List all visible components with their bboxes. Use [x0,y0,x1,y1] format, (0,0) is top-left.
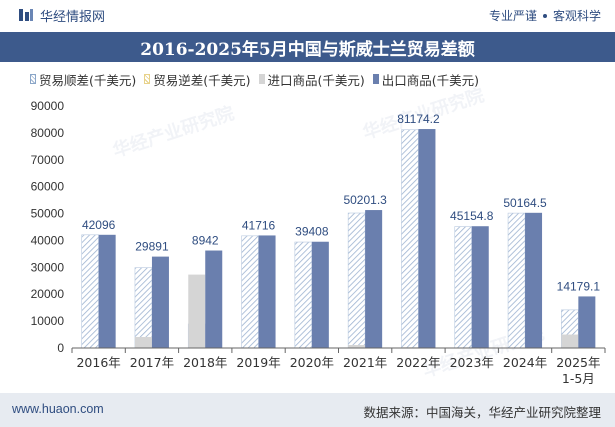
y-tick-label: 30000 [31,260,65,274]
data-label: 50201.3 [343,193,387,207]
title-bar: 2016-2025年5月中国与斯威士兰贸易差额 [0,32,615,62]
surplus-bar [81,234,99,349]
surplus-bar [507,212,526,349]
y-tick-label: 0 [57,341,64,355]
x-tick-label: 2018年 [183,355,227,370]
y-tick-label: 60000 [31,180,65,194]
y-tick-label: 70000 [31,153,65,167]
bars: 42096 29891 8942 41716 39408 50201.3 81174.2 45… [81,112,601,349]
x-tick-label: 2019年 [236,355,280,370]
brand-logo-icon [19,9,33,21]
chart-legend: 贸易顺差(千美元) 贸易逆差(千美元) 进口商品(千美元) 出口商品(千美元) [30,70,610,88]
x-tick-label: 2016年 [76,355,120,370]
surplus-bar [294,241,313,349]
legend-label-surplus: 贸易顺差(千美元) [39,72,137,88]
legend-swatch-surplus [30,74,36,84]
y-tick-label: 20000 [31,287,65,301]
data-label: 50164.5 [503,196,547,210]
surplus-bar [241,235,259,349]
legend-item-export: 出口商品(千美元) [372,70,480,89]
legend-item-surplus: 贸易顺差(千美元) [30,70,136,89]
export-bar [258,235,276,348]
brand: 华经情报网 [18,6,106,25]
legend-swatch-export [372,74,379,84]
data-label: 45154.8 [450,209,494,223]
export-bar [471,226,489,348]
legend-swatch-import [258,74,265,84]
x-tick-label: 2020年 [290,355,334,370]
data-label: 8942 [192,234,219,248]
y-tick-label: 40000 [31,233,65,247]
x-tick-label: 2017年 [130,355,174,370]
export-bar [578,296,596,348]
x-tick-label: 1-5月 [562,371,595,386]
import-bar [348,345,366,348]
import-bar [561,334,579,348]
export-bar [365,210,383,348]
y-tick-label: 80000 [31,126,65,140]
data-label: 29891 [135,240,169,254]
data-label: 39408 [295,225,329,239]
slogan: 专业严谨 客观科学 [489,7,601,24]
slogan-1: 专业严谨 [488,9,537,23]
legend-label-import: 进口商品(千美元) [267,72,365,88]
y-tick-label: 90000 [31,99,65,113]
x-tick-label: 2025年 [556,355,600,370]
data-label: 42096 [82,218,116,232]
export-bar [525,212,543,348]
legend-label-export: 出口商品(千美元) [381,72,480,88]
website-link[interactable]: www.huaon.com [12,402,104,416]
separator-dot-icon [542,13,547,18]
legend-label-deficit: 贸易逆差(千美元) [153,72,251,88]
x-tick-label: 2021年 [343,355,387,370]
surplus-bar [454,226,473,349]
import-bar [188,274,206,348]
legend-item-deficit: 贸易逆差(千美元) [144,70,251,89]
surplus-bar [134,267,153,349]
y-tick-label: 10000 [31,314,65,328]
y-axis: 0 10000 20000 30000 40000 50000 60000 70000 8000… [31,99,65,355]
slogan-2: 客观科学 [552,9,601,23]
legend-item-import: 进口商品(千美元) [258,70,365,89]
legend-swatch-deficit [144,74,151,84]
x-tick-label: 2024年 [503,355,547,370]
x-axis: 2016年 2017年 2018年 2019年 2020年 2021年 2022年 2023年… [71,347,606,386]
surplus-bar [401,129,419,349]
import-bar [134,336,152,348]
export-bar [205,250,223,348]
x-tick-label: 2022年 [396,355,440,370]
export-bar [418,129,436,348]
data-label: 41716 [242,218,276,232]
chart-title: 2016-2025年5月中国与斯威士兰贸易差额 [140,39,475,60]
footer: www.huaon.com 数据来源：中国海关，华经产业研究院整理 [0,393,615,427]
x-tick-label: 2023年 [450,355,494,370]
data-label: 81174.2 [397,112,440,126]
data-source: 数据来源：中国海关，华经产业研究院整理 [363,405,601,420]
export-bar [311,241,329,348]
surplus-bar [347,212,366,349]
top-bar: 华经情报网 专业严谨 客观科学 [0,0,615,30]
data-label: 14179.1 [557,279,601,293]
brand-name: 华经情报网 [40,9,106,25]
y-tick-label: 50000 [31,207,65,221]
export-bar [151,256,169,348]
export-bar [98,234,116,348]
chart-plot: 0 10000 20000 30000 40000 50000 60000 70000 8000… [31,99,606,386]
